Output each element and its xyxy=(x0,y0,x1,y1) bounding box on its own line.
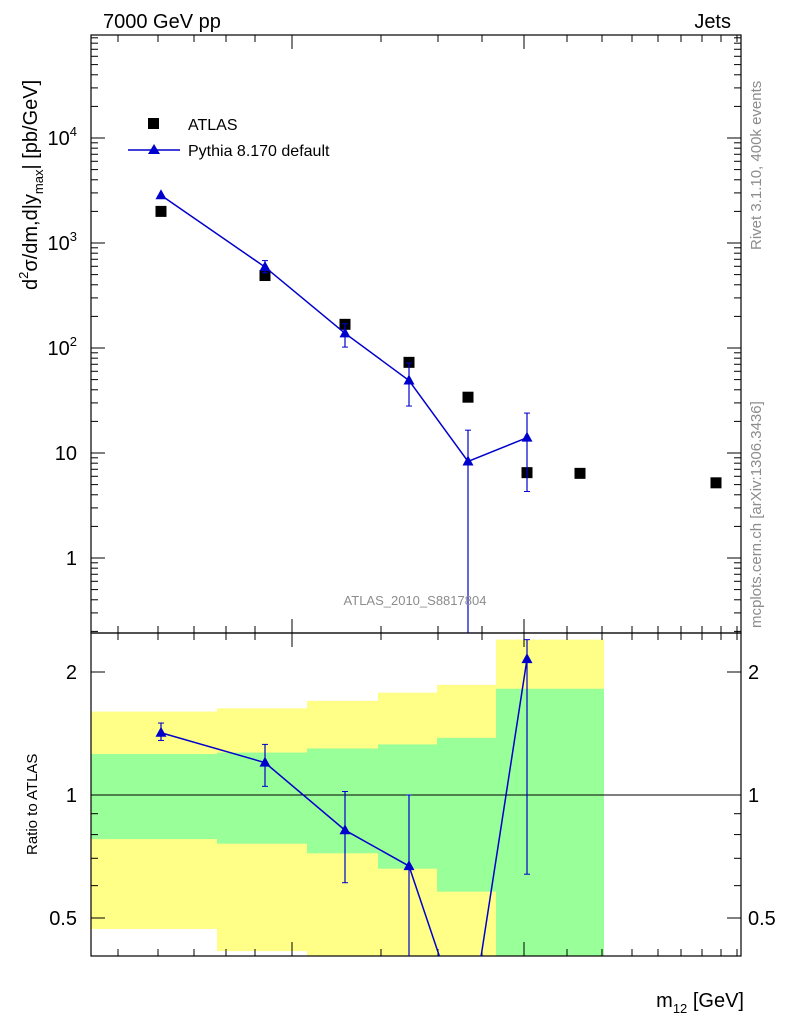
ylabel-sub: max xyxy=(31,169,46,194)
tick-label-exponent: 2 xyxy=(70,334,77,349)
header-left: 7000 GeV pp xyxy=(103,11,221,33)
ratio-band-green xyxy=(378,744,437,869)
ratio-band-green xyxy=(307,748,378,854)
ylabel-body: σ/dm,d|y xyxy=(20,194,42,272)
legend-atlas-marker xyxy=(148,118,159,129)
ylabel-sup2: 2 xyxy=(16,272,31,279)
legend-atlas-label: ATLAS xyxy=(188,117,238,134)
ratio-plot-frame: 2 2 1 1 0.5 0.5 xyxy=(49,632,776,957)
ratio-y-tick-label-left: 2 xyxy=(66,662,77,684)
main-frame-rect xyxy=(90,34,742,634)
ratio-y-tick-label-left: 0.5 xyxy=(49,908,77,930)
main-y-tick-label: 1 xyxy=(66,548,77,570)
main-y-axis-title: d2σ/dm,d|ymax| [pb/GeV] xyxy=(16,80,46,290)
legend: ATLAS Pythia 8.170 default xyxy=(128,117,330,160)
ratio-line xyxy=(160,659,528,956)
pythia-point xyxy=(259,261,271,272)
legend-pythia-label: Pythia 8.170 default xyxy=(188,143,330,160)
xlabel-unit: [GeV] xyxy=(687,990,744,1012)
ratio-point xyxy=(521,653,533,664)
mcplots-label: mcplots.cern.ch [arXiv:1306.3436] xyxy=(748,401,765,628)
pythia-point xyxy=(521,431,533,442)
main-series-group xyxy=(155,189,722,633)
rivet-label: Rivet 3.1.10, 400k events xyxy=(748,81,765,250)
ratio-point xyxy=(155,726,167,737)
tick-label-base: 10 xyxy=(55,443,77,465)
legend-pythia-marker xyxy=(148,144,160,154)
xlabel-m: m xyxy=(656,990,673,1012)
atlas-data-point xyxy=(710,477,722,489)
atlas-data-point xyxy=(403,356,415,368)
pythia-line xyxy=(160,194,528,463)
pythia-point xyxy=(403,374,415,385)
ratio-point xyxy=(259,756,271,767)
atlas-data-point xyxy=(259,270,271,282)
atlas-data-point xyxy=(155,205,167,217)
tick-label-base: 10 xyxy=(48,128,70,150)
ylabel-d: d xyxy=(20,279,42,290)
ratio-y-tick-label-right: 0.5 xyxy=(748,908,776,930)
atlas-data-point xyxy=(574,467,586,479)
tick-label-base: 1 xyxy=(66,548,77,570)
ratio-band-green xyxy=(496,688,604,956)
main-y-tick-label: 103 xyxy=(48,229,77,255)
main-y-tick-label: 10 xyxy=(55,443,77,465)
watermark-label: ATLAS_2010_S8817804 xyxy=(344,593,487,608)
tick-label-base: 10 xyxy=(48,338,70,360)
ratio-band-green xyxy=(437,737,496,892)
main-y-tick-label: 102 xyxy=(48,334,77,360)
pythia-point xyxy=(462,455,474,466)
tick-label-exponent: 4 xyxy=(70,124,77,139)
x-axis-title: m12 [GeV] xyxy=(656,990,744,1016)
main-y-tick-label: 104 xyxy=(48,124,77,150)
ratio-point xyxy=(339,824,351,835)
ratio-y-axis-title: Ratio to ATLAS xyxy=(24,754,41,855)
ratio-band-green xyxy=(91,753,217,840)
pythia-point xyxy=(155,189,167,200)
ratio-series-group xyxy=(155,639,533,956)
tick-label-exponent: 3 xyxy=(70,229,77,244)
xlabel-sub: 12 xyxy=(673,1001,687,1016)
atlas-data-point xyxy=(462,391,474,403)
ratio-y-tick-label-right: 2 xyxy=(748,662,759,684)
ylabel-end: | [pb/GeV] xyxy=(20,80,42,170)
ratio-y-tick-label-left: 1 xyxy=(66,785,77,807)
ratio-band-green xyxy=(217,752,307,844)
ratio-point xyxy=(403,860,415,871)
pythia-point xyxy=(339,327,351,338)
header-right: Jets xyxy=(694,11,731,33)
ratio-y-tick-label-right: 1 xyxy=(748,785,759,807)
tick-label-base: 10 xyxy=(48,233,70,255)
